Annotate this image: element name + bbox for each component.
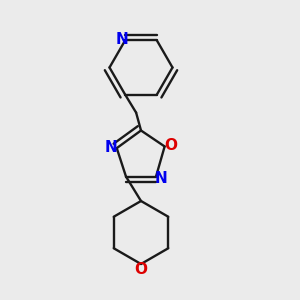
Text: O: O [134,262,148,277]
Text: N: N [105,140,118,155]
Text: N: N [155,171,168,186]
Text: N: N [115,32,128,47]
Text: O: O [165,138,178,153]
